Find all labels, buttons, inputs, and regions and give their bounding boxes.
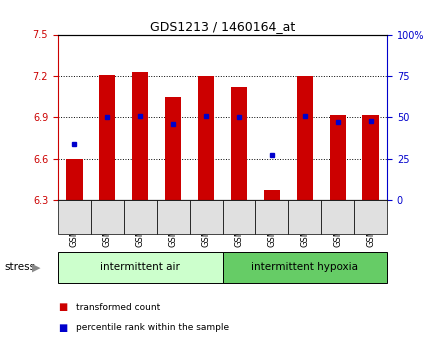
Bar (354, 200, 387, 234)
Bar (124, 200, 157, 234)
Text: intermittent air: intermittent air (100, 263, 180, 272)
Text: ■: ■ (58, 323, 67, 333)
Bar (288, 200, 321, 234)
Bar (330, 115, 346, 200)
Bar (190, 200, 222, 234)
Bar (132, 72, 149, 200)
Bar (321, 200, 354, 234)
Bar (264, 190, 280, 200)
Text: ■: ■ (58, 302, 67, 312)
Bar (296, 76, 313, 200)
Bar (58, 252, 222, 283)
Text: percentile rank within the sample: percentile rank within the sample (76, 323, 229, 332)
Text: intermittent hypoxia: intermittent hypoxia (251, 263, 358, 272)
Bar (222, 252, 387, 283)
Text: transformed count: transformed count (76, 303, 160, 312)
Bar (157, 200, 190, 234)
Title: GDS1213 / 1460164_at: GDS1213 / 1460164_at (150, 20, 295, 33)
Bar (362, 115, 379, 200)
Text: stress: stress (4, 263, 36, 272)
Bar (99, 75, 116, 200)
Bar (91, 200, 124, 234)
Bar (165, 97, 182, 200)
Bar (66, 159, 83, 200)
Bar (231, 87, 247, 200)
Bar (222, 200, 255, 234)
Bar (58, 200, 91, 234)
Bar (255, 200, 288, 234)
Bar (198, 76, 214, 200)
Text: ▶: ▶ (32, 263, 40, 272)
